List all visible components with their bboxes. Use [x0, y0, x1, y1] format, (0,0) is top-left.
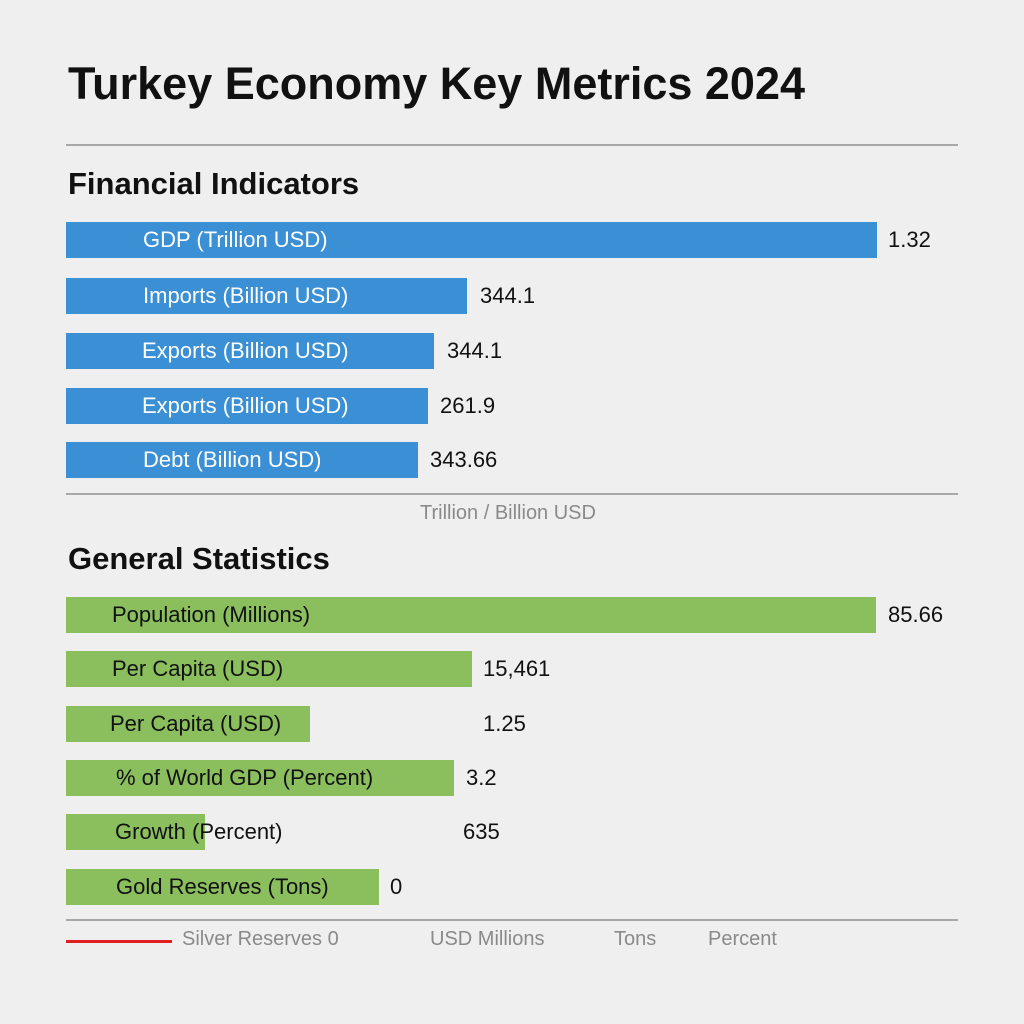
bar-label: Per Capita (USD): [112, 656, 284, 681]
bar-value: 344.1: [480, 283, 536, 308]
bar: [66, 706, 310, 742]
legend-label: Tons: [614, 928, 657, 950]
bar-value: 261.9: [440, 393, 496, 418]
bar: [66, 597, 876, 633]
divider: [66, 493, 958, 495]
divider: [66, 919, 958, 921]
bar-value: 344.1: [447, 338, 503, 363]
bar-label: Imports (Billion USD): [143, 283, 349, 308]
bar: [66, 278, 467, 314]
bar-label: Gold Reserves (Tons): [116, 874, 329, 899]
bar-value: 1.32: [888, 227, 931, 252]
legend-label: Silver Reserves 0: [182, 928, 339, 950]
bar: [66, 222, 877, 258]
bar-label: Exports (Billion USD): [142, 393, 349, 418]
axis-label: Trillion / Billion USD: [420, 502, 596, 524]
bar: [66, 333, 434, 369]
bar: [66, 388, 428, 424]
bar-value: 343.66: [430, 447, 498, 472]
bar-label: GDP (Trillion USD): [143, 227, 328, 252]
bar: [66, 869, 379, 905]
bar-label: Debt (Billion USD): [143, 447, 322, 472]
bar-value: 3.2: [466, 765, 497, 790]
bar-value: 1.25: [483, 711, 526, 736]
bar: [66, 814, 205, 850]
legend-label: Percent: [708, 928, 777, 950]
bar-value: 85.66: [888, 602, 944, 627]
legend-label: USD Millions: [430, 928, 545, 950]
divider: [66, 144, 958, 146]
bar: [66, 760, 454, 796]
bar-label: Growth (Percent): [115, 819, 283, 844]
bar-value: 15,461: [483, 656, 551, 681]
legend-line: [66, 940, 172, 943]
bar-label: Per Capita (USD): [110, 711, 282, 736]
bar-label: Exports (Billion USD): [142, 338, 349, 363]
section-title: General Statistics: [68, 541, 330, 576]
bar: [66, 442, 418, 478]
section-title: Financial Indicators: [68, 166, 360, 201]
bar-label: % of World GDP (Percent): [116, 765, 374, 790]
bar-label: Population (Millions): [112, 602, 311, 627]
bar-value: 635: [463, 819, 500, 844]
bar: [66, 651, 472, 687]
page-title: Turkey Economy Key Metrics 2024: [68, 58, 806, 109]
bar-value: 0: [390, 874, 403, 899]
